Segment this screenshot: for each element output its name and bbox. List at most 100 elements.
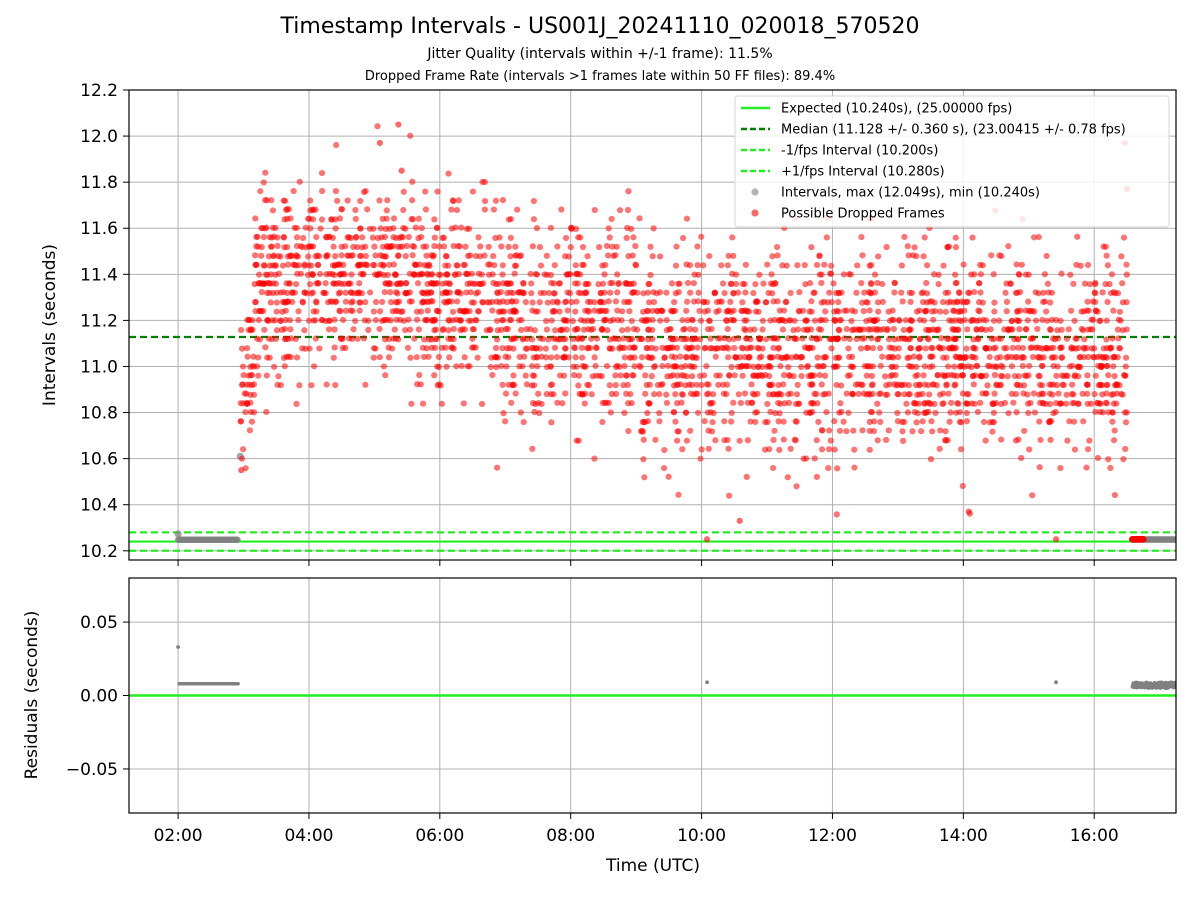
dropped-frame-point xyxy=(747,326,754,333)
dropped-frame-point xyxy=(732,271,740,278)
dropped-frame-point xyxy=(279,262,287,269)
dropped-frame-point xyxy=(471,280,478,287)
dropped-frame-point xyxy=(923,409,930,416)
dropped-frame-point xyxy=(1074,233,1081,240)
dropped-frame-point xyxy=(694,390,701,398)
dropped-frame-point xyxy=(1041,271,1048,278)
dropped-frame-point xyxy=(890,325,897,333)
dropped-frame-point xyxy=(1020,390,1027,397)
dropped-frame-point xyxy=(557,326,564,334)
dropped-frame-point xyxy=(1084,400,1091,407)
dropped-frame-point xyxy=(874,325,881,333)
dropped-frame-point xyxy=(356,299,363,306)
dropped-frame-point xyxy=(813,437,820,444)
dropped-frame-point xyxy=(1026,446,1033,453)
dropped-frame-point xyxy=(817,326,825,333)
dropped-frame-point xyxy=(572,354,579,361)
dropped-frame-point xyxy=(697,317,705,324)
dropped-frame-point xyxy=(831,446,838,453)
dropped-frame-point xyxy=(446,317,453,324)
dropped-frame-point xyxy=(1026,362,1033,370)
dropped-frame-point xyxy=(791,436,798,443)
dropped-frame-point xyxy=(1028,344,1035,351)
dropped-frame-point xyxy=(767,317,774,324)
dropped-frame-point xyxy=(657,317,664,324)
dropped-frame-point xyxy=(931,299,938,306)
dropped-frame-point xyxy=(450,242,457,250)
dropped-frame-point xyxy=(423,252,430,259)
dropped-frame-point xyxy=(874,299,882,306)
dropped-frame-point xyxy=(840,418,847,425)
dropped-frame-point xyxy=(1047,400,1054,408)
dropped-frame-point xyxy=(536,410,543,417)
dropped-frame-point xyxy=(927,353,934,360)
dropped-frame-point xyxy=(1120,456,1127,463)
dropped-frame-point xyxy=(239,446,247,453)
dropped-frame-point xyxy=(988,252,995,259)
dropped-frame-point xyxy=(510,345,517,352)
dropped-frame-point xyxy=(1096,317,1103,325)
dropped-frame-point xyxy=(852,381,859,388)
dropped-frame-point xyxy=(512,243,519,250)
dropped-frame-point xyxy=(678,335,685,343)
dropped-frame-point xyxy=(592,344,600,351)
dropped-frame-point xyxy=(1018,454,1025,462)
dropped-frame-point xyxy=(1080,308,1087,315)
dropped-frame-point xyxy=(542,345,549,352)
dropped-frame-point xyxy=(755,363,762,370)
dropped-frame-point xyxy=(770,436,777,444)
top-y-tick-label: 11.0 xyxy=(80,357,118,377)
dropped-frame-point xyxy=(1080,354,1088,361)
dropped-frame-point xyxy=(1094,454,1102,462)
top-y-tick-label: 12.2 xyxy=(80,81,118,101)
dropped-frame-point xyxy=(969,234,976,241)
dropped-frame-point xyxy=(518,316,525,324)
dropped-frame-point xyxy=(972,354,979,361)
dropped-frame-point xyxy=(1032,317,1040,324)
dropped-frame-point xyxy=(342,298,350,305)
dropped-frame-point xyxy=(713,345,720,352)
dropped-frame-point xyxy=(388,299,395,306)
dropped-frame-point xyxy=(1110,307,1117,314)
dropped-frame-point xyxy=(954,326,961,333)
dropped-frame-point xyxy=(398,308,405,315)
dropped-frame-point xyxy=(858,233,865,241)
dropped-frame-point xyxy=(505,243,512,251)
dropped-frame-point xyxy=(776,446,783,453)
dropped-frame-point xyxy=(909,363,916,370)
dropped-frame-point xyxy=(1088,345,1096,352)
dropped-frame-point xyxy=(435,353,442,360)
dropped-frame-point xyxy=(835,326,842,333)
dropped-frame-point xyxy=(919,298,927,306)
dropped-frame-point xyxy=(392,335,399,342)
dropped-frame-point xyxy=(756,271,763,278)
dropped-frame-point xyxy=(382,336,389,343)
dropped-frame-point xyxy=(340,261,347,268)
dropped-frame-point xyxy=(706,317,713,324)
dropped-frame-point xyxy=(624,381,631,389)
dropped-frame-point xyxy=(427,298,435,305)
dropped-frame-point xyxy=(810,289,817,296)
dropped-frame-point xyxy=(820,298,828,305)
dropped-frame-point xyxy=(1058,270,1065,277)
dropped-frame-point xyxy=(517,326,525,334)
dropped-frame-point xyxy=(1003,308,1010,315)
dropped-frame-point xyxy=(376,197,383,204)
dropped-frame-point xyxy=(520,289,527,297)
dropped-frame-point xyxy=(306,243,314,250)
dropped-frame-point xyxy=(1088,316,1095,323)
x-tick-label: 08:00 xyxy=(546,826,595,846)
dropped-frame-point xyxy=(573,270,581,277)
dropped-frame-point xyxy=(431,234,438,241)
dropped-frame-point xyxy=(739,299,746,306)
dropped-frame-point xyxy=(990,409,997,416)
dropped-frame-point xyxy=(974,335,981,342)
dropped-frame-point xyxy=(523,326,530,333)
dropped-frame-point xyxy=(1001,399,1009,407)
dropped-frame-point xyxy=(248,418,256,425)
dropped-frame-point xyxy=(239,363,247,370)
dropped-frame-point xyxy=(642,372,649,379)
dropped-frame-point xyxy=(879,353,886,360)
dropped-frame-point xyxy=(663,391,670,398)
dropped-frame-point xyxy=(293,234,301,241)
